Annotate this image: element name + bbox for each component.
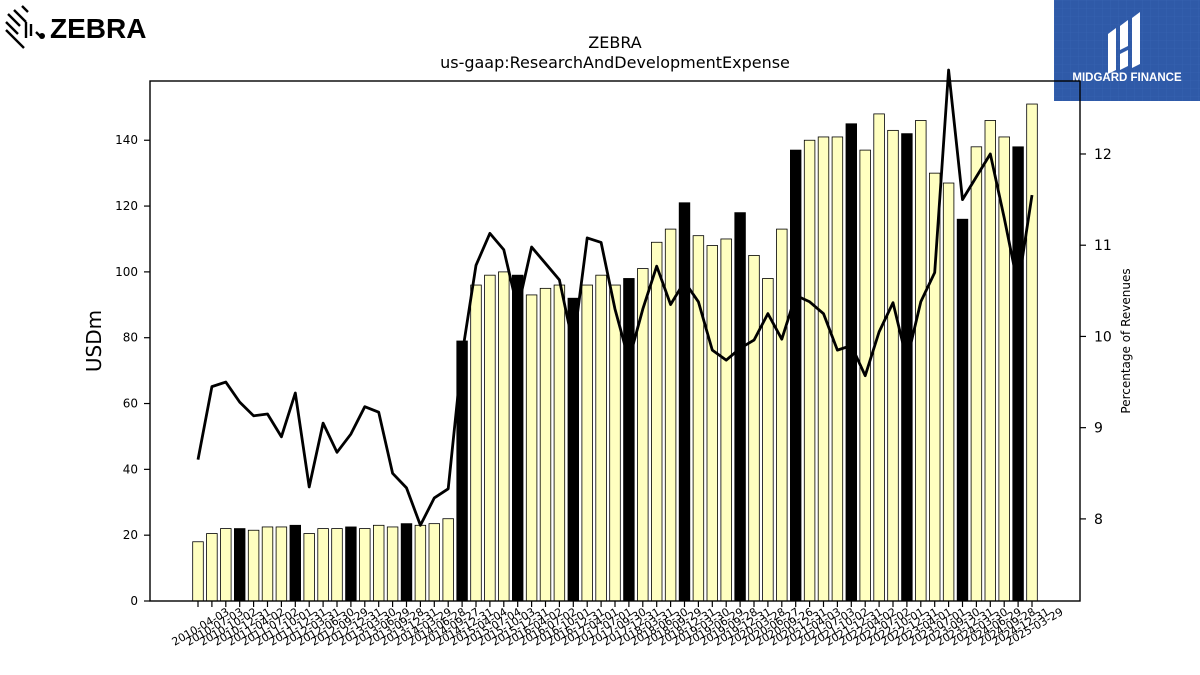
chart-subtitle: us-gaap:ResearchAndDevelopmentExpense xyxy=(440,53,790,72)
y-axis-label: USDm xyxy=(82,310,106,372)
midgard-logo-text: MIDGARD FINANCE xyxy=(1072,72,1182,84)
y2-axis-label: Percentage of Revenues xyxy=(1119,268,1133,413)
bar-2019-12-31 xyxy=(734,212,746,602)
y-tick-label: 100 xyxy=(115,265,138,279)
bar-2011-10-01 xyxy=(275,526,288,602)
zebra-logo-text: ZEBRA xyxy=(50,13,146,44)
bar-2021-04-03 xyxy=(803,139,816,602)
y-axis-left: 0 20 40 60 80 100 120 140 xyxy=(115,133,150,608)
bar-2015-07-04 xyxy=(484,274,496,602)
bar-2019-09-28 xyxy=(720,238,732,602)
bar-2019-06-29 xyxy=(706,245,719,602)
y-tick-label: 120 xyxy=(115,199,138,213)
chart-title: ZEBRA xyxy=(588,33,642,52)
bar-2011-12-31 xyxy=(289,524,302,602)
bar-2010-04-03 xyxy=(192,541,204,602)
bar-2022-12-31 xyxy=(901,133,913,602)
y2-tick-label: 9 xyxy=(1094,421,1103,437)
bar-2017-09-30 xyxy=(609,284,621,602)
bar-2015-12-31 xyxy=(512,274,524,602)
y2-tick-label: 10 xyxy=(1094,329,1112,345)
bar-2023-09-30 xyxy=(942,182,955,602)
bar-2013-12-31 xyxy=(400,523,413,602)
bar-series xyxy=(192,103,1038,602)
bar-2017-07-01 xyxy=(595,274,607,602)
bar-2015-04-04 xyxy=(470,284,482,602)
midgard-finance-logo: MIDGARD FINANCE xyxy=(1054,0,1200,101)
bar-2011-07-02 xyxy=(261,526,274,602)
y2-tick-label: 8 xyxy=(1094,512,1103,528)
zebra-head-icon xyxy=(5,5,43,49)
bar-2019-03-30 xyxy=(692,235,705,602)
y2-tick-label: 12 xyxy=(1094,147,1112,163)
bar-2011-04-02 xyxy=(247,529,260,602)
y-tick-label: 80 xyxy=(123,331,138,345)
bar-2021-10-02 xyxy=(831,136,844,602)
y-tick-label: 0 xyxy=(130,594,138,608)
bar-2021-07-03 xyxy=(817,136,830,602)
y-tick-label: 140 xyxy=(115,133,138,147)
y-tick-label: 20 xyxy=(123,528,138,542)
bar-2022-07-02 xyxy=(873,113,885,602)
bar-2015-10-03 xyxy=(498,271,510,602)
bar-2010-07-03 xyxy=(206,533,218,602)
bar-2024-06-29 xyxy=(984,120,997,602)
bar-2018-09-29 xyxy=(664,228,677,602)
y-tick-label: 40 xyxy=(123,462,138,476)
bar-2023-04-01 xyxy=(915,120,927,602)
bar-2013-09-28 xyxy=(386,526,399,602)
bar-2013-03-30 xyxy=(359,528,371,602)
bar-2010-12-31 xyxy=(233,528,246,602)
bar-2017-12-31 xyxy=(623,278,635,602)
bar-2017-04-01 xyxy=(581,284,593,602)
bar-2014-09-27 xyxy=(442,518,454,602)
x-axis: 2010-04-032010-07-032010-10-022010-12-31… xyxy=(170,601,1066,649)
bar-2018-06-30 xyxy=(651,241,663,602)
percentage-line xyxy=(196,68,1034,527)
y-axis-right: 8 9 10 11 12 xyxy=(1080,147,1112,528)
bar-2021-12-31 xyxy=(845,123,858,602)
bar-2012-03-31 xyxy=(303,533,315,602)
bar-2016-04-02 xyxy=(525,294,538,602)
bar-2020-09-26 xyxy=(776,228,788,602)
bar-2023-12-31 xyxy=(956,218,969,602)
bar-2020-03-28 xyxy=(748,255,760,602)
zebra-logo: ZEBRA xyxy=(4,4,154,52)
bar-2012-12-31 xyxy=(345,526,357,602)
bar-2014-03-29 xyxy=(414,524,427,602)
bar-2025-03-29 xyxy=(1026,103,1038,602)
bar-2022-10-01 xyxy=(887,129,899,602)
bar-2012-06-30 xyxy=(317,528,329,602)
bar-2016-10-01 xyxy=(553,284,566,602)
bar-2024-03-30 xyxy=(970,146,983,602)
bar-2013-06-29 xyxy=(372,524,385,602)
bar-2024-12-31 xyxy=(1012,146,1024,602)
midgard-mark-icon xyxy=(1108,12,1140,74)
bar-2016-07-02 xyxy=(539,287,552,602)
bar-2010-10-02 xyxy=(220,528,232,602)
bar-2012-09-29 xyxy=(331,528,343,602)
bar-2020-06-27 xyxy=(762,278,774,602)
bar-2020-12-31 xyxy=(790,149,802,602)
y-tick-label: 60 xyxy=(123,397,138,411)
y2-tick-label: 11 xyxy=(1094,238,1112,254)
bar-2018-12-31 xyxy=(678,202,691,602)
bar-2014-06-28 xyxy=(428,523,441,602)
